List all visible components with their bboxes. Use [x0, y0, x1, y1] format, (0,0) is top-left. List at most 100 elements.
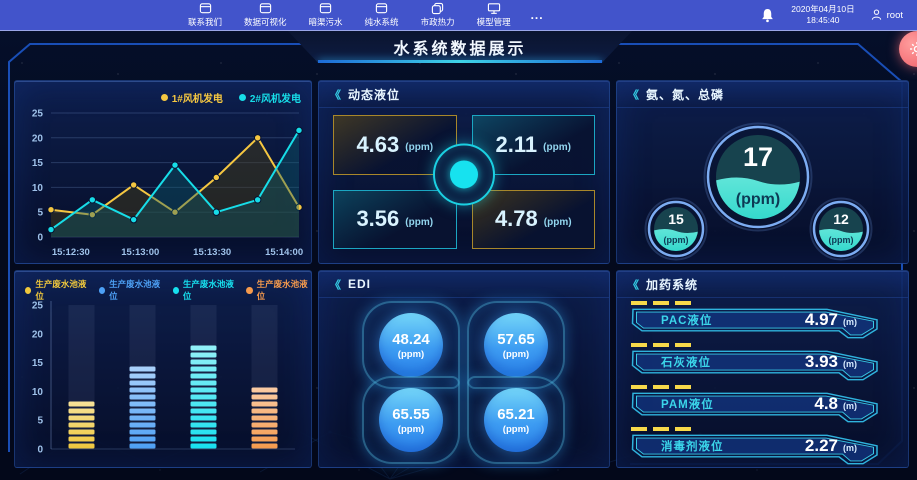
menu-item-sewage[interactable]: 暗渠污水 — [309, 2, 343, 28]
legend-item-pool4[interactable]: 生产废水池液位 — [246, 278, 311, 302]
edi-unit: (ppm) — [397, 423, 425, 435]
edi-value: 65.21 — [497, 405, 535, 423]
svg-text:0: 0 — [37, 445, 43, 456]
dash-decoration — [631, 385, 900, 389]
menu-item-data-visualization[interactable]: 数据可视化 — [244, 2, 287, 28]
center-hub-icon — [433, 143, 495, 206]
dosing-label: PAM液位 — [661, 399, 714, 411]
menu-item-contact[interactable]: 联系我们 — [188, 2, 222, 28]
edi-unit: (ppm) — [397, 348, 425, 360]
monitor-icon — [487, 3, 500, 14]
menu-item-label: 数据可视化 — [244, 17, 287, 27]
menu-item-pure-water[interactable]: 纯水系统 — [365, 2, 399, 28]
menu-item-municipal-heat[interactable]: 市政热力 — [421, 2, 455, 28]
level-value: 3.56 — [356, 206, 400, 232]
title-banner: 水系统数据展示 — [287, 30, 633, 63]
dosing-row: 石灰液位 3.93 (m) — [627, 343, 900, 385]
panel-header: 《 动态液位 — [319, 81, 609, 108]
user-menu[interactable]: root — [871, 9, 903, 21]
dosing-row-content: 石灰液位 3.93 (m) — [627, 350, 899, 374]
double-angle-icon: 《 — [329, 88, 342, 101]
dosing-row-content: PAM液位 4.8 (m) — [627, 392, 899, 416]
user-icon — [871, 9, 881, 20]
double-angle-icon: 《 — [627, 88, 640, 101]
menu-item-model-management[interactable]: 模型管理 — [477, 2, 511, 28]
dosing-panel: 《 加药系统 PAC液位 4.97 (m) — [616, 270, 909, 468]
dosing-unit: (m) — [843, 443, 857, 453]
gear-icon — [910, 42, 917, 56]
double-angle-icon: 《 — [329, 278, 342, 291]
bar-chart-legend: 生产废水池液位 生产废水池液位 生产废水池液位 生产废水池液位 — [25, 278, 311, 302]
bell-icon[interactable] — [760, 7, 775, 24]
dosing-row: PAC液位 4.97 (m) — [627, 301, 900, 343]
edi-reading: 65.55 (ppm) — [362, 376, 460, 464]
svg-text:10: 10 — [32, 387, 44, 398]
dosing-label: 消毒剂液位 — [661, 441, 724, 453]
edi-value: 57.65 — [497, 330, 535, 348]
legend-label: 2#风机发电 — [249, 94, 301, 105]
edi-unit: (ppm) — [502, 423, 530, 435]
window-icon — [199, 3, 211, 14]
window-icon — [375, 3, 388, 14]
time-text: 18:45:40 — [806, 15, 840, 25]
legend-item-fan1[interactable]: 1#风机发电 — [160, 90, 223, 105]
legend-item-fan2[interactable]: 2#风机发电 — [238, 90, 301, 105]
legend-dot — [246, 286, 253, 294]
edi-circle: 57.65 (ppm) — [484, 313, 548, 377]
legend-item-pool1[interactable]: 生产废水池液位 — [25, 278, 90, 302]
legend-label: 生产废水池液位 — [182, 279, 234, 301]
svg-text:25: 25 — [32, 301, 44, 312]
line-chart-legend: 1#风机发电 2#风机发电 — [160, 90, 301, 105]
page-title: 水系统数据展示 — [393, 40, 527, 58]
svg-text:12: 12 — [833, 211, 849, 227]
dosing-label: PAC液位 — [661, 315, 713, 327]
svg-text:5: 5 — [37, 416, 43, 427]
svg-text:15:13:30: 15:13:30 — [193, 247, 231, 258]
svg-text:25: 25 — [32, 109, 44, 120]
svg-text:20: 20 — [32, 133, 44, 144]
panel-title: 动态液位 — [348, 87, 401, 102]
menu-item-label: 暗渠污水 — [308, 17, 343, 27]
dosing-value: 3.93 — [804, 352, 838, 371]
legend-item-pool2[interactable]: 生产废水池液位 — [98, 278, 164, 302]
svg-text:(ppm): (ppm) — [736, 191, 780, 208]
dosing-unit: (m) — [843, 401, 857, 411]
level-unit: (ppm) — [543, 142, 571, 154]
legend-item-pool3[interactable]: 生产废水池液位 — [172, 278, 238, 302]
svg-text:10: 10 — [32, 183, 44, 194]
svg-text:15: 15 — [668, 211, 684, 227]
svg-text:15:14:00: 15:14:00 — [265, 247, 303, 258]
level-box: 4.78 (ppm) — [471, 189, 595, 249]
svg-text:5: 5 — [37, 208, 43, 219]
dosing-row: PAM液位 4.8 (m) — [627, 385, 900, 427]
dosing-label: 石灰液位 — [661, 357, 711, 369]
main-menu: 联系我们 数据可视化 暗渠污水 纯水系统 市政热力 模型管理 — [188, 2, 511, 28]
window-icon — [319, 3, 332, 14]
legend-dot — [98, 286, 106, 294]
panel-title: EDI — [348, 277, 372, 291]
svg-text:15:12:30: 15:12:30 — [52, 247, 90, 258]
edi-circle: 65.55 (ppm) — [379, 388, 443, 452]
menu-more-button[interactable]: ... — [530, 8, 544, 22]
dosing-row-content: PAC液位 4.97 (m) — [627, 308, 899, 332]
level-value: 2.11 — [495, 131, 538, 157]
panel-header: 《 加药系统 — [617, 271, 908, 298]
svg-text:15: 15 — [32, 358, 44, 369]
edi-panel: 《 EDI 48.24 (ppm) 57.65 (ppm) 65.55 (ppm… — [318, 270, 610, 468]
edi-unit: (ppm) — [502, 348, 530, 360]
svg-text:(ppm): (ppm) — [829, 235, 854, 245]
settings-float-button[interactable] — [899, 31, 917, 67]
menu-item-label: 模型管理 — [476, 17, 511, 27]
top-menu-bar: 联系我们 数据可视化 暗渠污水 纯水系统 市政热力 模型管理 — [0, 0, 917, 31]
line-chart: 0 5 10 15 20 25 15:12:30 15:13:00 15:13:30 15:14:… — [32, 109, 303, 259]
legend-label: 1#风机发电 — [171, 94, 223, 105]
dosing-rows: PAC液位 4.97 (m) 石灰液位 3.93 (m) — [627, 301, 900, 465]
menu-item-label: 联系我们 — [188, 17, 223, 27]
legend-dot — [160, 94, 168, 101]
nutrients-panel: 《 氨、氮、总磷 17 (ppm) 15 (ppm) 12 (ppm) — [616, 80, 909, 264]
svg-text:17: 17 — [743, 142, 773, 172]
double-angle-icon: 《 — [627, 278, 640, 291]
dash-decoration — [631, 427, 900, 431]
level-value: 4.78 — [494, 206, 538, 232]
level-unit: (ppm) — [405, 142, 434, 154]
